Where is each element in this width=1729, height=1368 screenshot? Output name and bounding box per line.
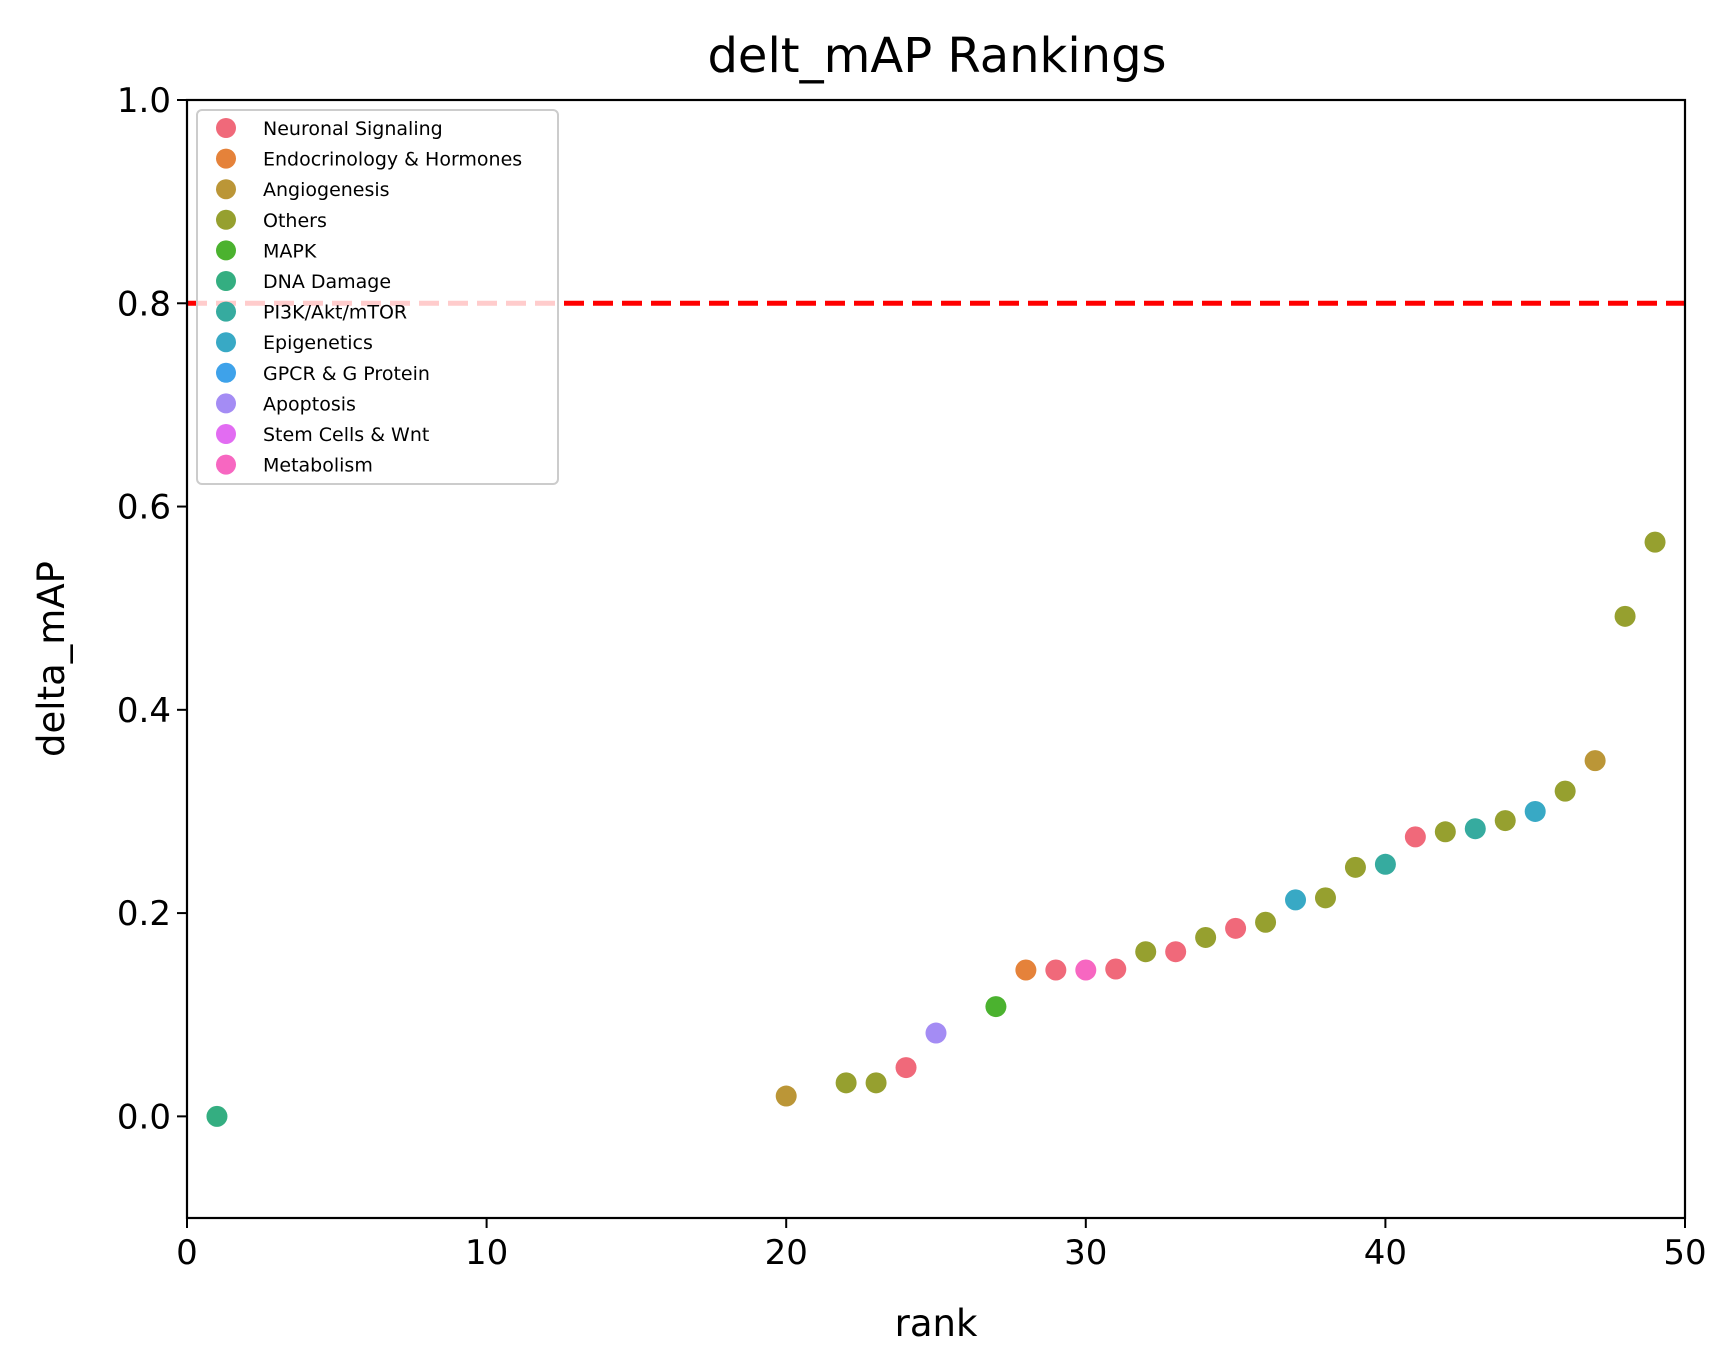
- data-point: [1404, 826, 1426, 848]
- legend-label: Endocrinology & Hormones: [263, 149, 522, 171]
- x-tick-label: 50: [1663, 1233, 1706, 1273]
- y-axis-label: delta_mAP: [30, 561, 73, 757]
- data-point: [1524, 800, 1546, 822]
- data-point: [835, 1072, 857, 1094]
- legend-label: Epigenetics: [263, 332, 373, 354]
- x-axis-label: rank: [895, 1302, 978, 1345]
- data-point: [1344, 856, 1366, 878]
- data-point: [1075, 959, 1097, 981]
- data-point: [1314, 887, 1336, 909]
- y-tick-label: 0.6: [117, 488, 171, 528]
- y-axis-ticks: 0.0 0.2 0.4 0.6 0.8 1.0: [117, 81, 187, 1137]
- legend-box: [196, 109, 559, 485]
- data-point: [1165, 941, 1187, 963]
- data-point: [1434, 821, 1456, 843]
- legend-marker: [216, 240, 236, 261]
- legend-label: DNA Damage: [263, 271, 391, 293]
- data-point: [1135, 941, 1157, 963]
- legend-label: Angiogenesis: [263, 179, 390, 201]
- data-point: [1584, 750, 1606, 772]
- legend-marker: [216, 332, 236, 353]
- legend-label: Metabolism: [263, 455, 373, 477]
- legend-marker: [216, 424, 236, 444]
- data-point: [985, 996, 1007, 1018]
- x-tick-label: 20: [765, 1233, 808, 1273]
- legend-label: GPCR & G Protein: [263, 363, 430, 385]
- data-point: [1255, 911, 1277, 933]
- data-point: [1285, 889, 1307, 911]
- data-point: [1494, 810, 1516, 832]
- y-tick-label: 0.4: [117, 691, 171, 731]
- legend-items: Neuronal Signaling Endocrinology & Hormon…: [216, 118, 522, 477]
- legend-marker: [216, 454, 236, 475]
- data-point: [1045, 959, 1067, 981]
- y-tick-label: 0.0: [117, 1097, 171, 1137]
- legend-marker: [216, 179, 236, 200]
- x-tick-label: 40: [1364, 1233, 1407, 1273]
- data-point: [895, 1057, 917, 1079]
- data-point: [1614, 605, 1636, 627]
- data-point: [1554, 780, 1576, 802]
- legend-marker: [216, 148, 236, 169]
- data-point: [1105, 958, 1127, 980]
- x-tick-label: 0: [176, 1233, 198, 1273]
- data-point: [1644, 531, 1666, 553]
- legend-marker: [216, 209, 236, 230]
- y-tick-label: 1.0: [117, 81, 171, 121]
- chart-title: delt_mAP Rankings: [707, 28, 1166, 84]
- legend-marker: [216, 301, 236, 322]
- x-tick-label: 10: [465, 1233, 508, 1273]
- data-point: [775, 1085, 797, 1107]
- data-point: [925, 1022, 947, 1044]
- legend-marker: [216, 271, 236, 291]
- legend-label: PI3K/Akt/mTOR: [263, 302, 407, 324]
- data-point: [1015, 959, 1037, 981]
- y-tick-label: 0.8: [117, 284, 171, 324]
- y-tick-label: 0.2: [117, 894, 171, 934]
- data-point: [1225, 917, 1247, 939]
- data-point: [1374, 853, 1396, 875]
- legend-marker: [216, 393, 236, 414]
- legend-label: Apoptosis: [263, 393, 356, 415]
- legend-label: MAPK: [263, 240, 317, 262]
- legend: Neuronal Signaling Endocrinology & Hormon…: [196, 109, 559, 485]
- legend-marker: [216, 118, 236, 138]
- plot-frame: [185, 98, 1687, 1220]
- data-points: [206, 531, 1666, 1127]
- data-point: [206, 1105, 228, 1127]
- x-tick-label: 30: [1064, 1233, 1107, 1273]
- legend-marker: [216, 362, 236, 383]
- legend-label: Stem Cells & Wnt: [263, 424, 429, 446]
- legend-label: Neuronal Signaling: [263, 118, 443, 140]
- data-point: [1464, 818, 1486, 840]
- legend-label: Others: [263, 210, 327, 232]
- x-axis-ticks: 0 10 20 30 40 50: [176, 1218, 1707, 1273]
- data-point: [865, 1072, 887, 1094]
- data-point: [1195, 926, 1217, 948]
